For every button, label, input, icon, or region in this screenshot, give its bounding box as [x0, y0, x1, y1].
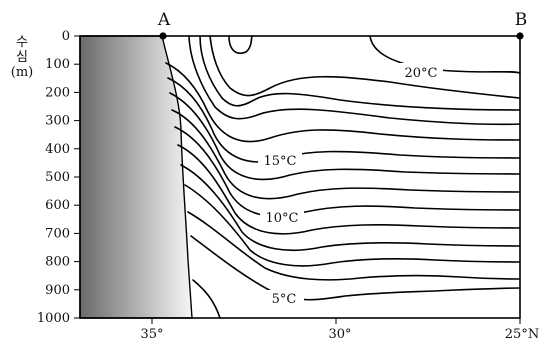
- svg-text:B: B: [515, 10, 528, 30]
- point-b-marker: [516, 32, 524, 40]
- isotherm-line: [209, 35, 521, 99]
- svg-text:800: 800: [45, 255, 70, 270]
- isotherm-label-10: 10°C: [260, 208, 304, 226]
- svg-text:15°C: 15°C: [264, 154, 297, 169]
- lat-tick: 30°: [328, 318, 352, 342]
- svg-text:0: 0: [62, 29, 70, 44]
- depth-tick: 200: [45, 85, 80, 100]
- svg-text:5°C: 5°C: [272, 292, 297, 307]
- isotherm-line: [188, 35, 521, 126]
- svg-text:30°: 30°: [328, 327, 351, 342]
- svg-text:600: 600: [45, 198, 70, 213]
- depth-tick: 700: [45, 226, 80, 241]
- svg-text:300: 300: [45, 114, 70, 129]
- svg-text:20°C: 20°C: [405, 66, 438, 81]
- lat-tick: 25°N: [505, 318, 539, 342]
- svg-text:900: 900: [45, 283, 70, 298]
- isotherm-line: [174, 126, 521, 218]
- svg-text:400: 400: [45, 142, 70, 157]
- isotherm-line: [190, 235, 521, 301]
- svg-text:500: 500: [45, 170, 70, 185]
- isotherm-line: [169, 92, 521, 181]
- depth-tick: 500: [45, 170, 80, 185]
- depth-tick: 100: [45, 57, 80, 72]
- depth-axis: 0 100 200 300 400 500 600 700 800 900 10…: [37, 29, 80, 326]
- svg-text:100: 100: [45, 57, 70, 72]
- svg-text:(m): (m): [11, 65, 33, 80]
- depth-tick: 600: [45, 198, 80, 213]
- svg-text:수: 수: [16, 35, 28, 50]
- isotherm-line: [165, 62, 521, 143]
- isotherm-line: [187, 211, 521, 281]
- depth-tick: 900: [45, 283, 80, 298]
- depth-tick: 800: [45, 255, 80, 270]
- depth-tick: 1000: [37, 311, 80, 326]
- svg-text:25°N: 25°N: [505, 327, 539, 342]
- isotherm-line: [180, 164, 521, 252]
- svg-text:심: 심: [16, 50, 28, 65]
- svg-text:200: 200: [45, 85, 70, 100]
- isotherm-line: [199, 35, 521, 111]
- point-a-marker: [159, 32, 167, 40]
- y-axis-label: 수 심 (m): [11, 35, 33, 80]
- svg-text:35°: 35°: [140, 327, 163, 342]
- lat-tick: 35°: [140, 318, 164, 342]
- isotherm-label-15: 15°C: [258, 151, 302, 169]
- depth-tick: 0: [62, 29, 80, 44]
- continent-land: [79, 35, 193, 319]
- isotherm-line: [228, 35, 253, 54]
- isotherm-line: [184, 184, 521, 267]
- svg-text:700: 700: [45, 226, 70, 241]
- isotherm-label-5: 5°C: [264, 290, 304, 308]
- isotherm-line: [369, 35, 521, 74]
- isotherm-line: [192, 279, 221, 319]
- latitude-axis: 35° 30° 25°N: [140, 318, 539, 342]
- isotherm-line: [167, 77, 521, 163]
- point-b: B: [515, 10, 528, 40]
- svg-text:10°C: 10°C: [266, 211, 299, 226]
- isotherm-line: [177, 144, 521, 235]
- depth-tick: 300: [45, 114, 80, 129]
- isotherm-label-20: 20°C: [399, 63, 443, 81]
- depth-tick: 400: [45, 142, 80, 157]
- svg-text:A: A: [157, 10, 171, 30]
- isotherm-line: [171, 109, 521, 200]
- svg-text:1000: 1000: [37, 311, 70, 326]
- isotherm-lines: [165, 35, 521, 319]
- point-a: A: [157, 10, 171, 40]
